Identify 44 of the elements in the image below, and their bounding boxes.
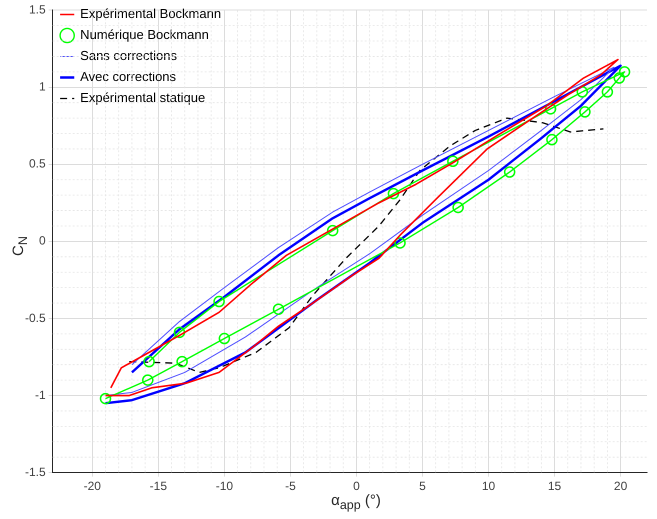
point [579,106,591,118]
point [602,86,614,98]
x-tick-label: -10 [216,479,234,494]
x-tick-label: 20 [614,479,628,494]
x-tick-label: -20 [84,479,102,494]
legend-label: Numérique Bockmann [80,27,209,42]
point [218,332,230,344]
point [142,374,154,386]
x-axis-title: α$_{app}$ (°) [331,492,381,512]
y-tick-label: -1 [35,388,46,402]
x-tick-label: 15 [548,479,562,494]
legend-label: Avec corrections [80,69,177,84]
y-tick-label: -0.5 [24,310,46,325]
y-tick-label: 0 [38,234,46,248]
legend-label: Expérimental Bockmann [80,6,222,22]
x-tick-label: 0 [353,479,360,494]
point [326,224,338,236]
point [504,166,516,178]
y-tick-label: 1 [38,80,46,94]
point [213,296,225,308]
point [388,188,400,200]
point [576,86,588,98]
point [614,72,626,84]
point [618,66,630,78]
point [174,326,186,338]
x-tick-label: -15 [150,479,168,494]
y-tick-label: 1.5 [28,2,46,17]
x-tick-label: 10 [482,479,496,494]
point [452,202,464,214]
point [100,392,112,404]
point [546,134,558,146]
point [143,356,155,368]
x-tick-label: -5 [285,479,296,494]
point [272,303,284,315]
line-series [128,117,604,374]
legend-label: Sans corrections [80,48,178,64]
y-tick-label: 0.5 [28,156,46,171]
point [176,356,188,368]
legend-label: Expérimental statique [80,90,206,106]
point [447,156,459,167]
point [544,103,556,115]
point [394,237,406,249]
y-tick-label: -1.5 [24,464,46,479]
x-tick-label: 5 [419,479,426,494]
